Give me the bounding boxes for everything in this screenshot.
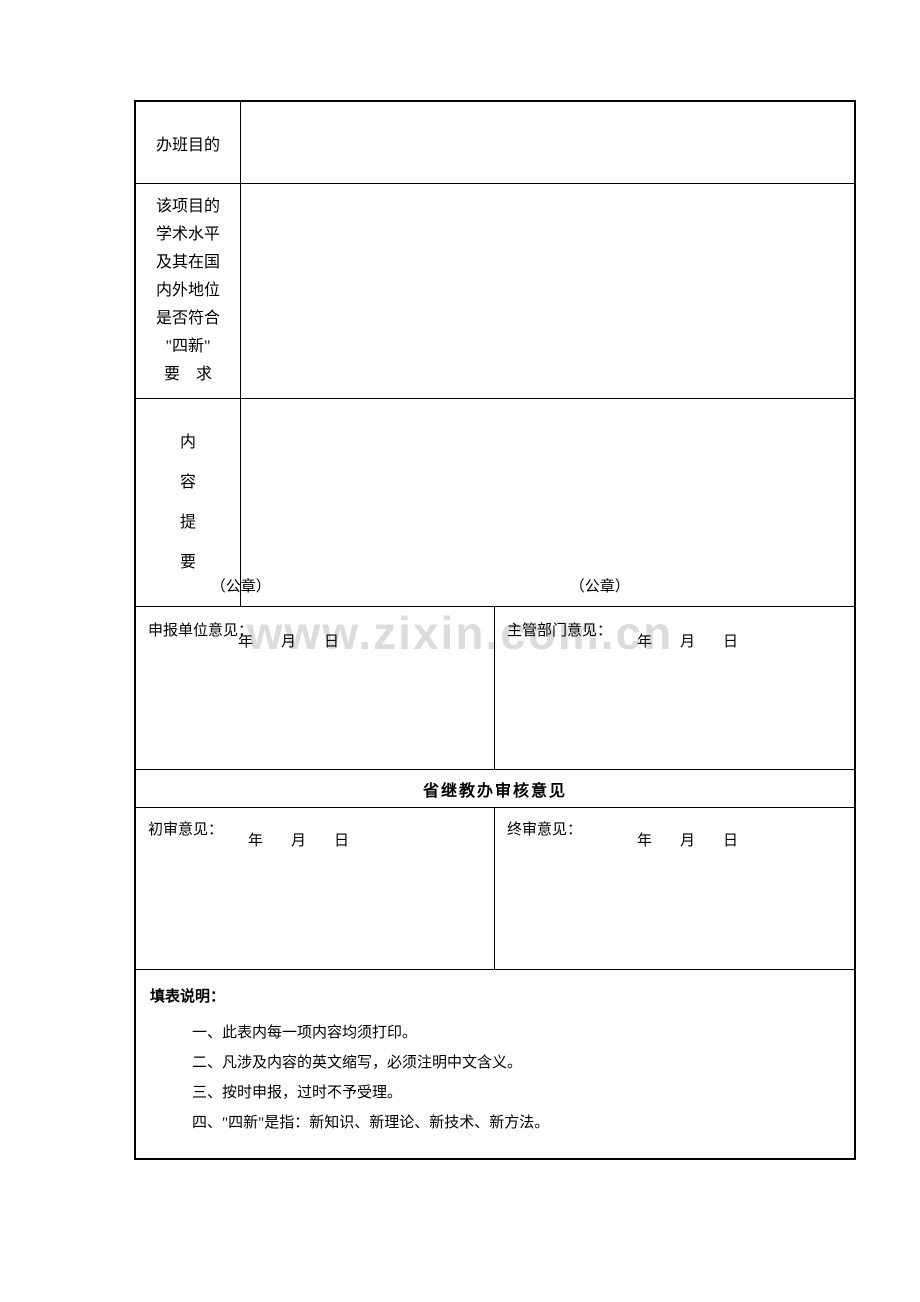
row-summary: 内 容 提 要 [136,399,854,607]
instr-2: 三、按时申报，过时不予受理。 [150,1078,840,1108]
d-day: 日 [324,630,339,651]
l2-1: 学术水平 [156,221,220,249]
row-unit-opinions: 申报单位意见： （公章） 年 月 日 主管部门意见： （公章） 年 月 日 [136,607,854,770]
date-apply: 年 月 日 [148,630,458,651]
d-month3: 月 [291,829,306,850]
c3-1: 容 [180,463,196,503]
d-month4: 月 [680,829,695,850]
l2-5: "四新" [165,333,210,361]
c3-2: 提 [180,503,196,543]
l2-2: 及其在国 [156,249,220,277]
date-supervisor: 年 月 日 [507,630,818,651]
label-summary: 内 容 提 要 [136,399,241,606]
c3-3: 要 [180,543,196,583]
supervisor-opinion: 主管部门意见： （公章） 年 月 日 [495,607,854,769]
l2-4: 是否符合 [156,305,220,333]
l2-6: 要 求 [164,361,212,389]
d-year4: 年 [637,829,652,850]
label-academic-level: 该项目的 学术水平 及其在国 内外地位 是否符合 "四新" 要 求 [136,184,241,398]
instructions-block: 填表说明： 一、此表内每一项内容均须打印。 二、凡涉及内容的英文缩写，必须注明中… [136,970,854,1158]
l2-3: 内外地位 [156,277,220,305]
d-month2: 月 [680,630,695,651]
final-opinion: 终审意见： 年 月 日 [495,808,854,969]
stamp-left: （公章） [211,579,271,595]
d-day3: 日 [334,829,349,850]
d-day2: 日 [723,630,738,651]
c3-0: 内 [180,423,196,463]
content-summary [241,399,854,606]
province-review-title: 省继教办审核意见 [423,777,567,801]
d-month: 月 [281,630,296,651]
date-final: 年 月 日 [507,829,818,850]
row-academic-level: 该项目的 学术水平 及其在国 内外地位 是否符合 "四新" 要 求 [136,184,854,399]
instr-0: 一、此表内每一项内容均须打印。 [150,1018,840,1048]
d-year: 年 [238,630,253,651]
instr-3: 四、"四新"是指：新知识、新理论、新技术、新方法。 [150,1108,840,1138]
label-purpose-text: 办班目的 [156,131,220,155]
d-year3: 年 [248,829,263,850]
form-table: 办班目的 该项目的 学术水平 及其在国 内外地位 是否符合 "四新" 要 求 内… [134,100,856,1160]
l2-0: 该项目的 [156,193,220,221]
row-review-opinions: 初审意见： 年 月 日 终审意见： 年 月 日 [136,808,854,970]
row-purpose: 办班目的 [136,102,854,184]
stamp-right: （公章） [570,579,630,595]
instructions-head: 填表说明： [150,982,840,1012]
d-year2: 年 [637,630,652,651]
content-academic-level [241,184,854,398]
date-prelim: 年 月 日 [148,829,458,850]
content-purpose [241,102,854,183]
apply-unit-opinion: 申报单位意见： （公章） 年 月 日 [136,607,495,769]
instr-1: 二、凡涉及内容的英文缩写，必须注明中文含义。 [150,1048,840,1078]
label-purpose: 办班目的 [136,102,241,183]
province-review-header: 省继教办审核意见 [136,770,854,808]
d-day4: 日 [723,829,738,850]
prelim-opinion: 初审意见： 年 月 日 [136,808,495,969]
